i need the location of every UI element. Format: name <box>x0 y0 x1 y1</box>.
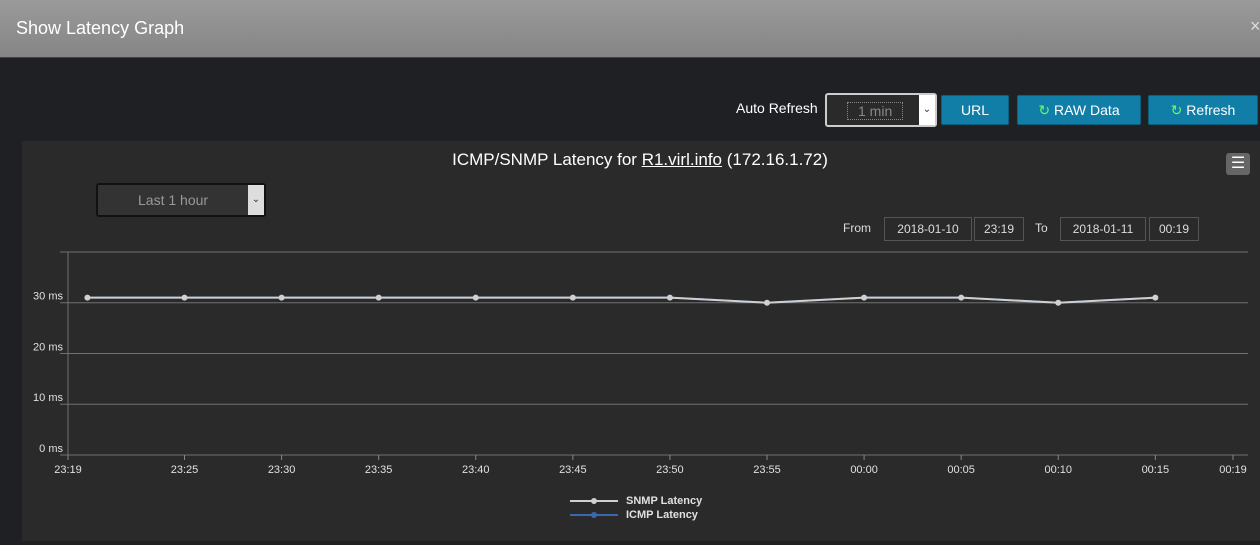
x-tick-label: 00:19 <box>1219 464 1247 476</box>
legend-marker <box>591 498 597 504</box>
to-time[interactable]: 00:19 <box>1149 217 1199 241</box>
x-tick-label: 23:35 <box>365 464 393 476</box>
x-tick-label: 00:00 <box>850 464 878 476</box>
point <box>278 294 285 301</box>
point <box>472 294 479 301</box>
y-tick-label: 30 ms <box>33 291 63 303</box>
url-button[interactable]: URL <box>940 94 1010 126</box>
chart-menu[interactable]: ☰ <box>1226 153 1250 175</box>
point <box>569 294 576 301</box>
modal-header: Show Latency Graph × <box>0 0 1260 58</box>
x-tick-label: 23:45 <box>559 464 587 476</box>
x-tick-label: 23:30 <box>268 464 296 476</box>
title-prefix: ICMP/SNMP Latency for <box>452 150 637 169</box>
x-tick-label: 00:10 <box>1044 464 1072 476</box>
y-tick-label: 10 ms <box>33 392 63 404</box>
x-tick-label: 23:25 <box>171 464 199 476</box>
to-date[interactable]: 2018-01-11 <box>1060 217 1146 241</box>
point <box>375 294 382 301</box>
y-tick-label: 0 ms <box>39 443 63 455</box>
from-date[interactable]: 2018-01-10 <box>884 217 972 241</box>
point <box>84 294 91 301</box>
x-tick-label: 23:40 <box>462 464 490 476</box>
legend-label: ICMP Latency <box>626 509 699 521</box>
x-tick-label: 23:50 <box>656 464 684 476</box>
modal-title: Show Latency Graph <box>16 18 185 38</box>
legend-label: SNMP Latency <box>626 495 703 507</box>
raw-data-button[interactable]: ↻ RAW Data <box>1016 94 1142 126</box>
point <box>1055 299 1062 306</box>
select-value: 1 min <box>847 102 904 120</box>
auto-refresh-label: Auto Refresh <box>736 100 818 116</box>
point <box>666 294 673 301</box>
legend-marker <box>591 512 597 518</box>
x-tick-label: 00:15 <box>1142 464 1170 476</box>
x-tick-label: 00:05 <box>947 464 975 476</box>
button-text: RAW Data <box>1054 102 1120 118</box>
button-text: Refresh <box>1186 102 1236 118</box>
title-address: (172.16.1.72) <box>726 150 828 169</box>
refresh-button[interactable]: ↻ Refresh <box>1147 94 1259 126</box>
from-time[interactable]: 23:19 <box>974 217 1024 241</box>
range-select[interactable]: Last 1 hour ⌄ <box>96 183 266 217</box>
point <box>1152 294 1159 301</box>
to-label: To <box>1035 221 1048 235</box>
point <box>861 294 868 301</box>
auto-refresh-select[interactable]: 1 min ⌄ <box>825 93 937 127</box>
point <box>764 299 770 306</box>
select-value: Last 1 hour <box>138 192 209 208</box>
point <box>958 294 965 301</box>
chart-title: ICMP/SNMP Latency for R1.virl.info (172.… <box>22 150 1258 170</box>
close-button[interactable]: × <box>1250 16 1260 36</box>
series-line <box>87 296 1156 304</box>
from-label: From <box>843 221 871 235</box>
point <box>181 294 188 301</box>
x-tick-label: 23:19 <box>54 464 82 476</box>
y-tick-label: 20 ms <box>33 341 63 353</box>
x-tick-label: 23:55 <box>753 464 781 476</box>
host-link[interactable]: R1.virl.info <box>641 150 723 169</box>
